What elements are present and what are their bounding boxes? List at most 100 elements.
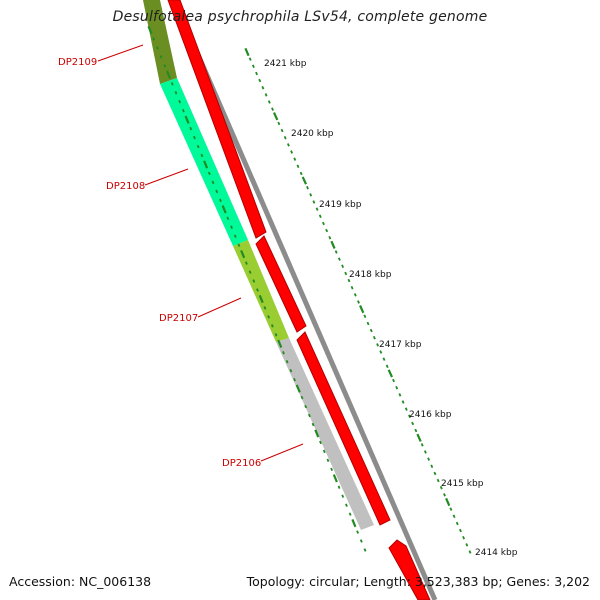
scale-minor-tick <box>452 514 456 519</box>
inner-minor-tick <box>207 171 211 176</box>
scale-minor-tick <box>468 550 472 554</box>
scale-minor-tick <box>353 293 357 297</box>
inner-minor-tick <box>359 539 363 543</box>
gene-label-dp2109: DP2109 <box>58 57 97 68</box>
scale-minor-tick <box>414 428 418 433</box>
scale-minor-tick <box>423 450 427 454</box>
kbp-scale-track <box>244 47 472 554</box>
kbp-label: 2419 kbp <box>319 200 362 210</box>
scale-minor-tick <box>408 414 411 419</box>
inner-major-tick <box>147 25 153 35</box>
map-title: Desulfotalea psychrophila LSv54, complet… <box>112 9 488 25</box>
gene-label-dp2106: DP2106 <box>222 458 261 469</box>
inner-minor-tick <box>196 144 200 149</box>
scale-minor-tick <box>436 478 440 483</box>
inner-minor-tick <box>248 270 252 274</box>
inner-minor-tick <box>230 225 233 229</box>
scale-minor-tick <box>395 385 399 390</box>
scale-major-tick <box>330 240 336 249</box>
scale-minor-tick <box>465 543 469 547</box>
inner-major-tick <box>240 249 246 259</box>
inner-minor-tick <box>211 180 215 185</box>
scale-minor-tick <box>404 407 408 411</box>
inner-minor-tick <box>244 261 248 265</box>
inner-minor-tick <box>159 55 163 59</box>
scale-minor-tick <box>318 214 322 219</box>
scale-minor-tick <box>420 443 424 447</box>
inner-major-tick <box>165 70 172 79</box>
scale-minor-tick <box>296 164 300 169</box>
scale-minor-tick <box>458 528 462 533</box>
scale-minor-tick <box>401 400 405 404</box>
genome-summary-text: Topology: circular; Length: 3,523,383 bp… <box>246 574 590 589</box>
inner-major-tick <box>295 384 301 393</box>
inner-minor-tick <box>267 315 271 319</box>
inner-minor-tick <box>155 46 159 50</box>
gene-dp2107-body <box>233 240 289 342</box>
inner-minor-tick <box>341 494 345 498</box>
inner-minor-tick <box>274 333 278 337</box>
scale-minor-tick <box>325 228 329 233</box>
scale-minor-tick <box>248 57 252 61</box>
scale-minor-tick <box>341 264 345 269</box>
scale-minor-tick <box>251 64 255 69</box>
forward-strand-features <box>167 0 431 600</box>
scale-minor-tick <box>258 78 262 83</box>
scale-major-tick <box>244 47 250 57</box>
kbp-label: 2415 kbp <box>441 479 484 489</box>
scale-minor-tick <box>449 507 453 511</box>
inner-minor-tick <box>356 530 360 534</box>
inner-major-tick <box>258 294 264 304</box>
scale-minor-tick <box>309 193 313 197</box>
scale-major-tick <box>272 112 279 121</box>
dp2106-leader-line <box>260 443 304 462</box>
inner-major-tick <box>203 160 209 169</box>
inner-minor-tick <box>319 440 322 445</box>
scale-minor-tick <box>443 493 446 497</box>
scale-minor-tick <box>344 271 348 276</box>
inner-minor-tick <box>163 64 167 68</box>
scale-minor-tick <box>293 157 297 161</box>
scale-minor-tick <box>347 278 351 283</box>
scale-minor-tick <box>369 328 373 333</box>
inner-minor-tick <box>226 216 230 221</box>
inner-minor-tick <box>178 99 182 104</box>
forward-gene-arrow <box>167 0 267 239</box>
scale-minor-tick <box>321 221 325 226</box>
inner-minor-tick <box>233 234 237 238</box>
inner-minor-tick <box>256 288 259 292</box>
inner-minor-tick <box>237 243 241 247</box>
kbp-label: 2421 kbp <box>264 59 307 69</box>
inner-minor-tick <box>307 413 311 418</box>
inner-minor-tick <box>363 548 367 552</box>
inner-major-tick <box>184 115 190 124</box>
scale-minor-tick <box>261 85 265 90</box>
gene-labels: DP2109 DP2108 DP2107 DP2106 <box>58 44 304 469</box>
gene-label-dp2108: DP2108 <box>106 181 145 192</box>
inner-minor-tick <box>181 108 185 113</box>
inner-minor-tick <box>293 377 296 382</box>
dp2108-leader-line <box>144 168 189 186</box>
scale-major-tick <box>387 369 394 378</box>
inner-tick-track <box>147 25 367 552</box>
scale-minor-tick <box>385 364 389 369</box>
inner-minor-tick <box>322 449 326 454</box>
scale-minor-tick <box>350 285 354 290</box>
scale-minor-tick <box>337 257 341 261</box>
gene-label-dp2107: DP2107 <box>159 313 198 324</box>
inner-major-tick <box>332 474 338 483</box>
kbp-label: 2418 kbp <box>349 270 392 280</box>
inner-minor-tick <box>289 368 293 373</box>
genome-backbone <box>180 19 438 600</box>
scale-major-tick <box>359 305 365 314</box>
inner-minor-tick <box>285 359 289 364</box>
inner-minor-tick <box>300 395 304 400</box>
scale-minor-tick <box>363 314 367 319</box>
inner-minor-tick <box>326 458 330 463</box>
inner-minor-tick <box>345 503 348 507</box>
scale-minor-tick <box>392 378 396 383</box>
scale-minor-tick <box>430 464 434 469</box>
scale-minor-tick <box>306 185 309 190</box>
scale-minor-tick <box>312 200 316 204</box>
scale-major-tick <box>301 176 308 185</box>
